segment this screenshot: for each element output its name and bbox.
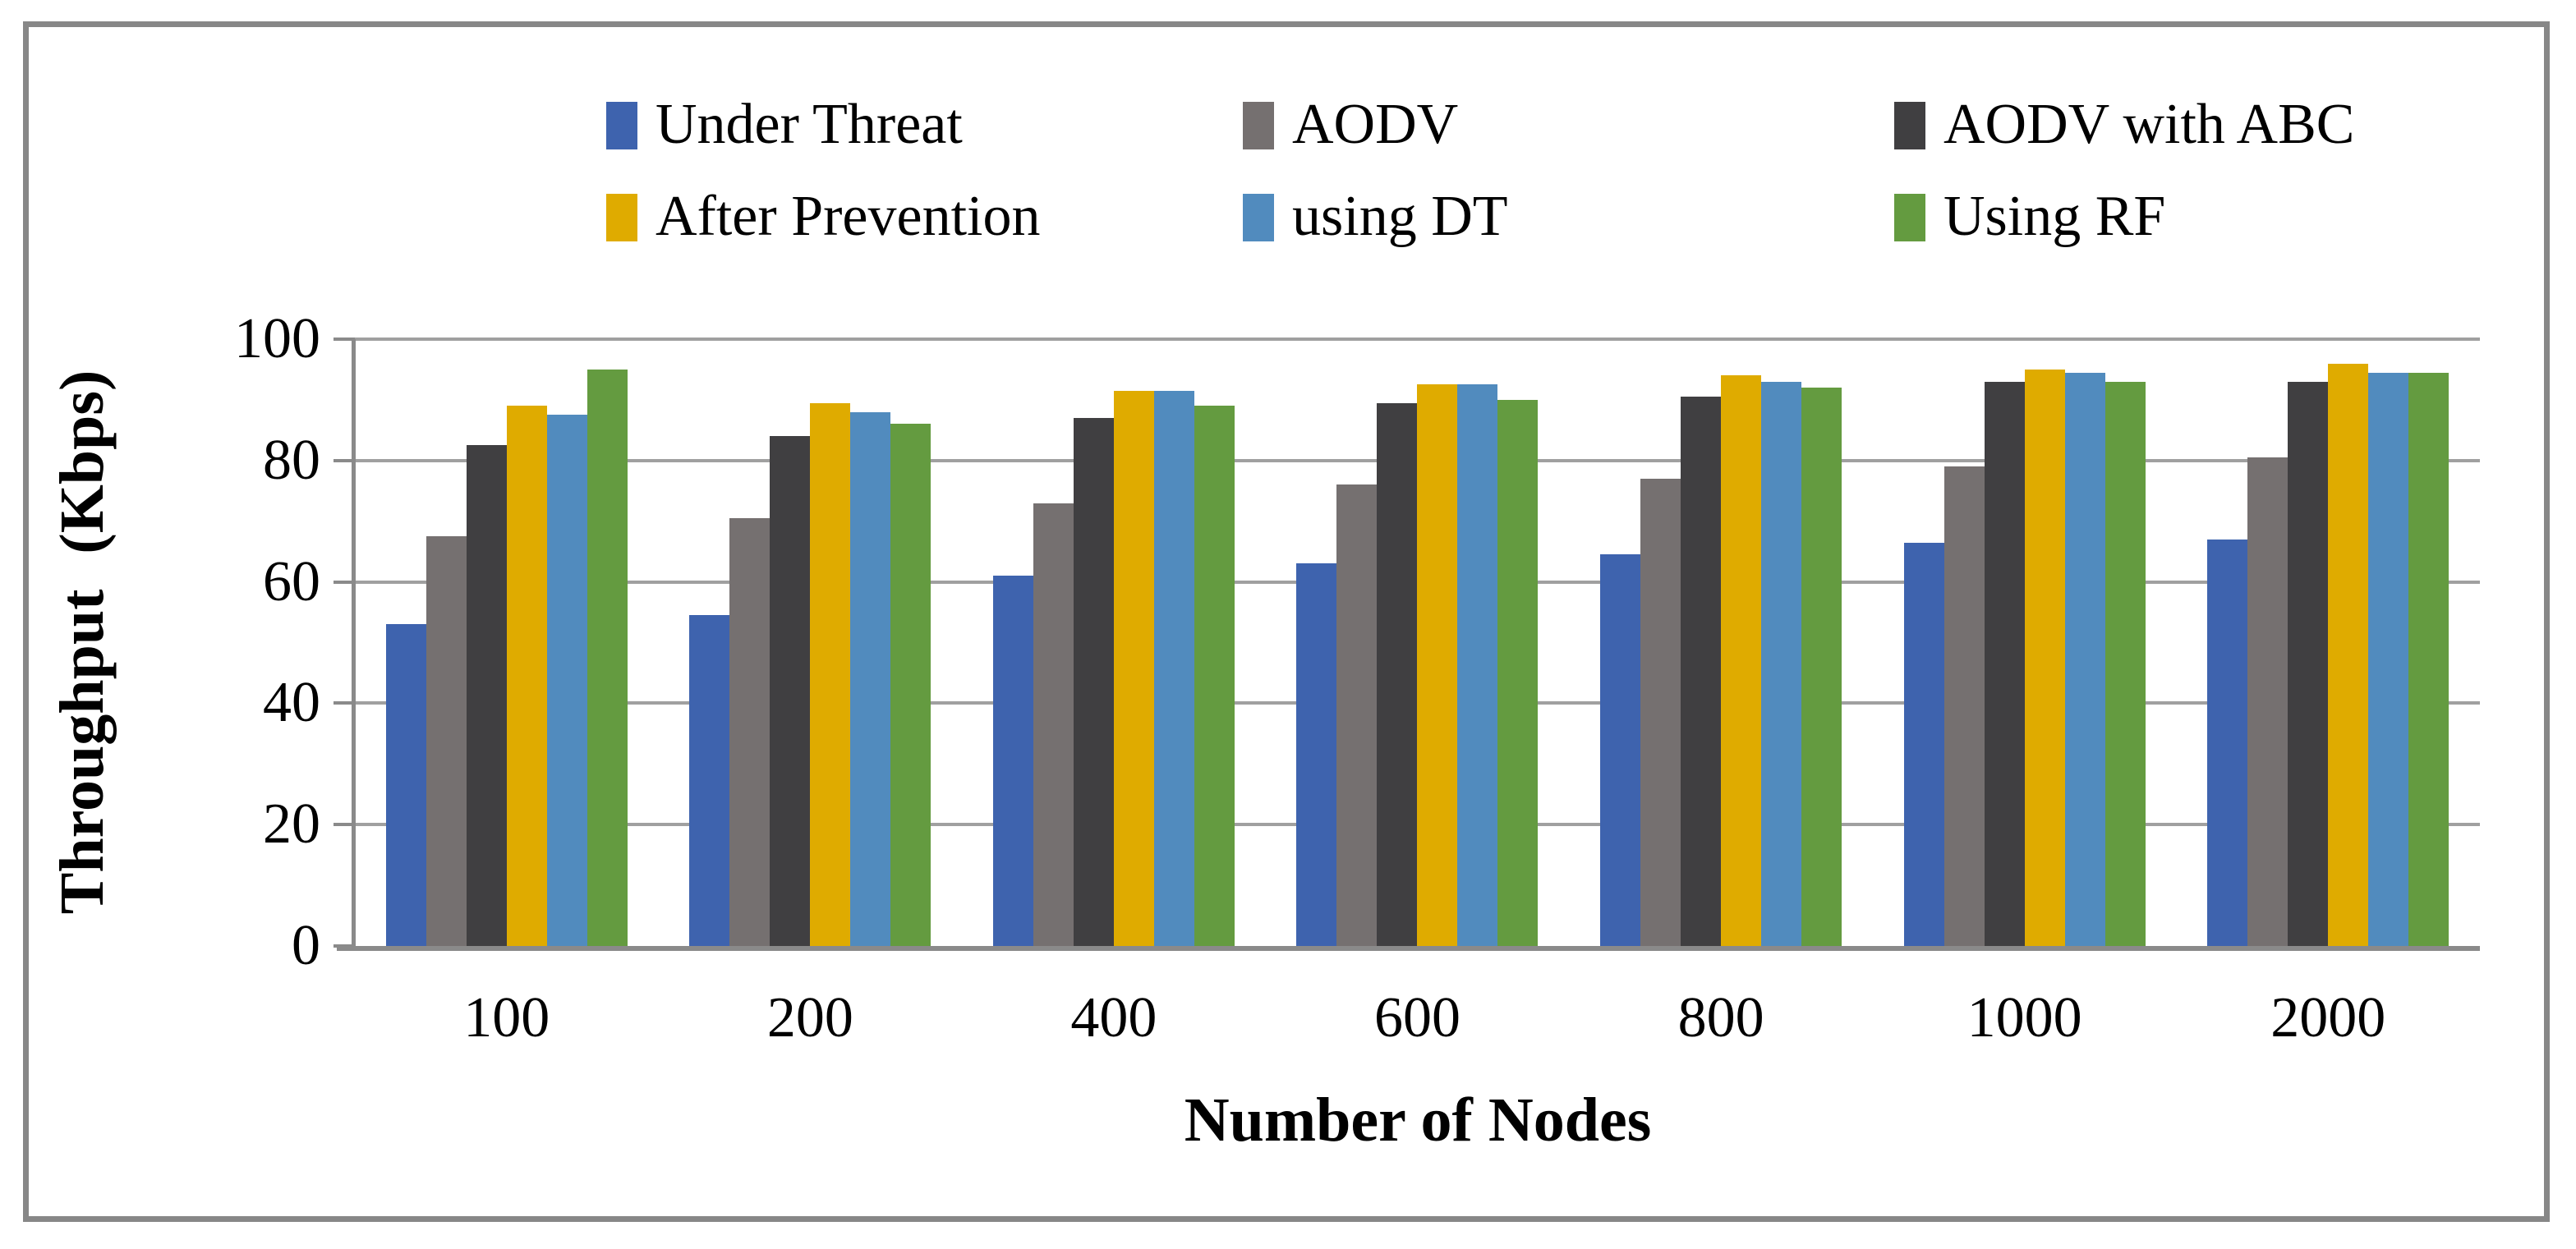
bar-aodv-with-abc-100	[466, 445, 507, 946]
x-tick-label-200: 200	[766, 986, 853, 1049]
x-tick-label-100: 100	[463, 986, 550, 1049]
y-tick-label-80: 80	[263, 428, 320, 492]
legend-swatch-icon	[1243, 194, 1274, 241]
bar-aodv-100	[426, 536, 467, 946]
bar-group-1000	[1873, 339, 2177, 946]
legend-item-aodv-with-abc: AODV with ABC	[1894, 92, 2354, 166]
bar-under-threat-100	[385, 624, 426, 946]
bar-using-rf-400	[1194, 406, 1235, 946]
x-tick-label-800: 800	[1677, 986, 1764, 1049]
bar-using-dt-2000	[2368, 372, 2409, 946]
bar-using-rf-100	[586, 369, 628, 946]
bar-after-prevention-1000	[2024, 369, 2065, 946]
legend-label: Using RF	[1944, 185, 2166, 248]
y-tick-label-100: 100	[234, 307, 320, 370]
y-tick-mark-20	[334, 823, 355, 827]
y-axis-line	[352, 339, 356, 951]
bar-under-threat-1000	[1903, 542, 1944, 946]
legend-item-after-prevention: After Prevention	[606, 184, 1040, 258]
bar-using-rf-600	[1497, 399, 1539, 946]
x-axis-line	[337, 946, 2480, 951]
bar-aodv-with-abc-200	[770, 436, 811, 946]
bar-using-dt-100	[546, 415, 587, 946]
x-tick-label-600: 600	[1374, 986, 1460, 1049]
bar-using-dt-200	[850, 411, 891, 946]
bar-after-prevention-2000	[2328, 363, 2369, 946]
bar-using-dt-800	[1761, 381, 1802, 946]
legend-swatch-icon	[1894, 102, 1925, 149]
legend-swatch-icon	[1894, 194, 1925, 241]
bar-using-rf-1000	[2104, 381, 2146, 946]
legend-item-aodv: AODV	[1243, 92, 1458, 166]
x-tick-label-400: 400	[1070, 986, 1157, 1049]
y-tick-label-60: 60	[263, 549, 320, 613]
y-tick-label-20: 20	[263, 792, 320, 856]
legend-label: AODV	[1292, 93, 1459, 156]
bar-aodv-1000	[1944, 466, 1985, 946]
bar-group-800	[1569, 339, 1873, 946]
legend-label: using DT	[1292, 185, 1508, 248]
bar-group-2000	[2176, 339, 2480, 946]
bar-after-prevention-600	[1417, 384, 1458, 946]
bar-aodv-with-abc-1000	[1984, 381, 2025, 946]
bar-aodv-with-abc-2000	[2288, 381, 2329, 946]
bar-after-prevention-400	[1113, 390, 1154, 946]
y-axis-title: Throughput (Kbps)	[48, 370, 117, 915]
bar-using-rf-200	[890, 424, 932, 946]
legend-swatch-icon	[606, 194, 637, 241]
bar-group-400	[962, 339, 1266, 946]
legend-swatch-icon	[1243, 102, 1274, 149]
legend-swatch-icon	[606, 102, 637, 149]
bar-under-threat-800	[1600, 554, 1641, 946]
bar-after-prevention-800	[1721, 375, 1762, 946]
plot-area	[355, 339, 2480, 946]
legend-item-using-rf: Using RF	[1894, 184, 2165, 258]
bar-group-200	[659, 339, 963, 946]
y-tick-mark-40	[334, 701, 355, 705]
x-tick-label-1000: 1000	[1966, 986, 2082, 1049]
bar-group-600	[1266, 339, 1570, 946]
x-axis-title: Number of Nodes	[1184, 1086, 1652, 1155]
y-tick-label-0: 0	[292, 914, 320, 977]
bar-using-rf-800	[1801, 388, 1842, 946]
bar-using-dt-600	[1457, 384, 1498, 946]
legend-item-using-dt: using DT	[1243, 184, 1508, 258]
bar-aodv-with-abc-800	[1681, 397, 1722, 946]
bar-aodv-600	[1336, 484, 1378, 946]
bar-using-rf-2000	[2408, 372, 2450, 946]
gridline-100	[355, 338, 2480, 341]
bar-aodv-800	[1640, 478, 1681, 946]
y-tick-mark-60	[334, 580, 355, 584]
bar-under-threat-400	[992, 576, 1033, 946]
bar-aodv-200	[729, 518, 770, 946]
bar-aodv-400	[1033, 503, 1074, 946]
x-tick-label-2000: 2000	[2270, 986, 2386, 1049]
y-tick-label-40: 40	[263, 671, 320, 735]
bar-group-100	[355, 339, 659, 946]
bar-after-prevention-100	[506, 406, 547, 946]
legend-item-under-threat: Under Threat	[606, 92, 963, 166]
bar-aodv-2000	[2247, 457, 2288, 946]
bar-under-threat-200	[689, 615, 730, 946]
bar-using-dt-400	[1153, 390, 1194, 946]
legend-label: Under Threat	[656, 93, 963, 156]
legend-label: After Prevention	[656, 185, 1041, 248]
bar-after-prevention-200	[810, 402, 851, 946]
bar-aodv-with-abc-400	[1073, 418, 1114, 946]
bar-under-threat-2000	[2207, 539, 2248, 946]
legend-label: AODV with ABC	[1944, 93, 2355, 156]
bar-under-threat-600	[1296, 563, 1337, 946]
y-tick-mark-100	[334, 338, 355, 341]
bar-aodv-with-abc-600	[1377, 402, 1418, 946]
bar-using-dt-1000	[2064, 372, 2105, 946]
y-tick-mark-80	[334, 458, 355, 462]
